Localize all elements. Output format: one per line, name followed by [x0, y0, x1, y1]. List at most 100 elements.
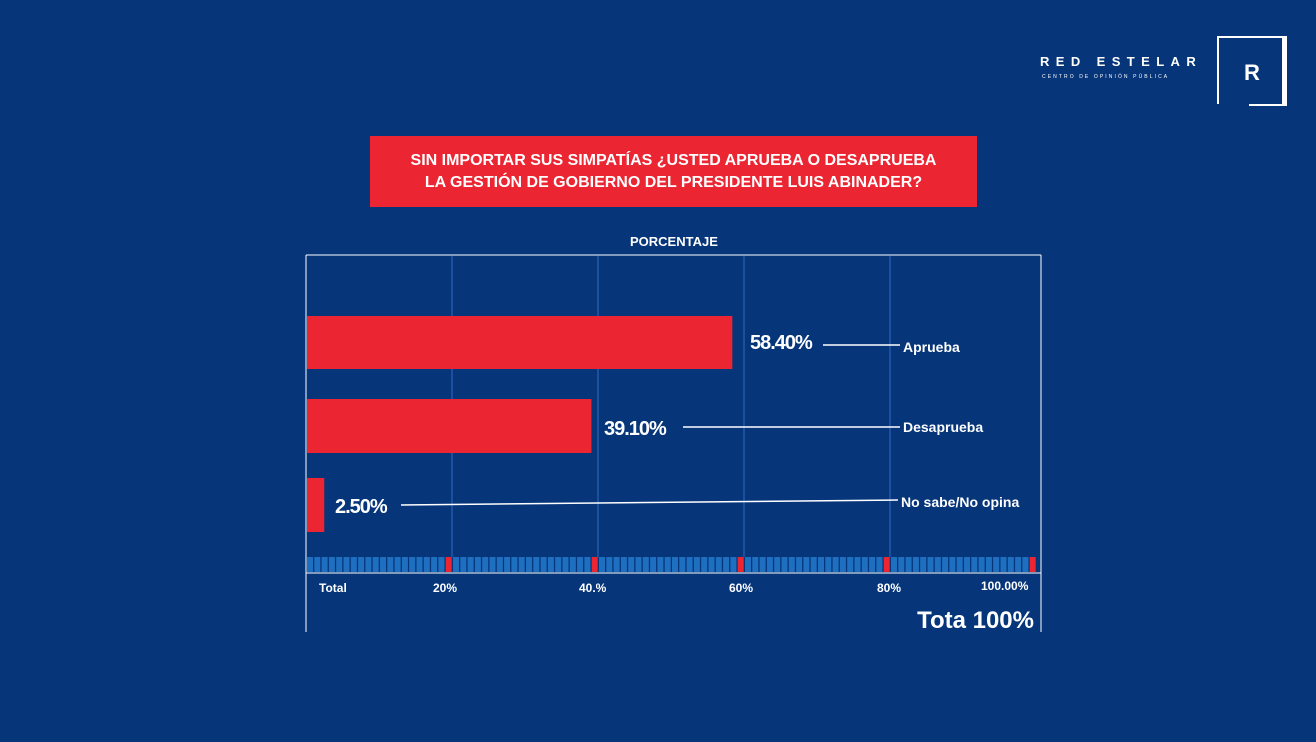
scale-segment-66	[781, 557, 788, 572]
scale-segment-11	[380, 557, 386, 572]
scale-segment-90	[956, 557, 963, 572]
scale-segment-69	[803, 557, 810, 572]
leader-lines	[400, 344, 900, 506]
scale-segment-38	[577, 557, 584, 572]
scale-segment-98	[1015, 557, 1022, 572]
brand-frame-bottom	[1249, 104, 1287, 106]
value-label-no-sabe: 2.50%	[335, 496, 388, 518]
scale-segment-85	[920, 557, 927, 572]
scale-strip	[307, 557, 1036, 572]
scale-segment-74	[839, 557, 846, 572]
scale-segment-5	[336, 557, 343, 572]
scale-segment-20	[445, 557, 452, 572]
scale-segment-44	[620, 557, 627, 572]
scale-segment-26	[489, 557, 496, 572]
scale-segment-62	[752, 557, 759, 572]
question-line-2: LA GESTIÓN DE GOBIERNO DEL PRESIDENTE LU…	[424, 173, 923, 191]
scale-segment-57	[715, 557, 722, 572]
scale-segment-35	[555, 557, 562, 572]
scale-segment-54	[693, 557, 700, 572]
brand-name: RED ESTELAR	[1040, 54, 1203, 69]
brand-mark: R	[1244, 60, 1260, 85]
scale-segment-40	[591, 557, 598, 572]
scale-segment-72	[825, 557, 832, 572]
tick-label-80: 80%	[877, 581, 901, 595]
scale-segment-84	[912, 557, 919, 572]
scale-segment-53	[686, 557, 693, 572]
scale-segment-45	[628, 557, 635, 572]
scale-segment-93	[978, 557, 985, 572]
scale-segment-82	[898, 557, 905, 572]
scale-segment-21	[453, 557, 459, 572]
value-label-desaprueba: 39.10%	[604, 418, 667, 440]
question-banner: SIN IMPORTAR SUS SIMPATÍAS ¿USTED APRUEB…	[370, 136, 977, 207]
scale-segment-68	[796, 557, 803, 572]
scale-segment-18	[431, 557, 438, 572]
scale-segment-10	[372, 557, 379, 572]
scale-segment-65	[774, 557, 781, 572]
scale-segment-9	[365, 557, 372, 572]
scale-segment-52	[679, 557, 686, 572]
scale-segment-97	[1007, 557, 1014, 572]
tick-label-20: 20%	[433, 581, 457, 595]
category-label-aprueba: Aprueba	[903, 339, 960, 355]
scale-segment-39	[584, 557, 591, 572]
scale-segment-17	[423, 557, 430, 572]
category-label-no-sabe: No sabe/No opina	[901, 494, 1019, 510]
scale-segment-36	[562, 557, 569, 572]
scale-segment-63	[759, 557, 766, 572]
scale-segment-88	[942, 557, 949, 572]
scale-segment-81	[891, 557, 897, 572]
scale-segment-64	[766, 557, 773, 572]
scale-segment-56	[708, 557, 715, 572]
scale-segment-75	[847, 557, 854, 572]
brand-frame-right	[1284, 36, 1287, 106]
scale-segment-94	[985, 557, 992, 572]
tick-label-40: 40.%	[579, 581, 607, 595]
scale-segment-16	[416, 557, 423, 572]
scale-segment-61	[745, 557, 751, 572]
scale-segment-48	[650, 557, 657, 572]
tick-label-total: Total	[319, 581, 347, 595]
scale-segment-71	[818, 557, 824, 572]
scale-segment-42	[606, 557, 613, 572]
scale-segment-76	[854, 557, 861, 572]
scale-segment-49	[657, 557, 664, 572]
scale-segment-32	[533, 557, 540, 572]
scale-segment-51	[672, 557, 678, 572]
leader-line-3	[400, 499, 899, 506]
chart-subtitle: PORCENTAJE	[630, 234, 718, 249]
scale-segment-29	[511, 557, 518, 572]
tick-label-100: 100.00%	[981, 579, 1029, 593]
scale-segment-46	[635, 557, 642, 572]
scale-segment-31	[526, 557, 532, 572]
scale-segment-60	[737, 557, 744, 572]
scale-segment-95	[993, 557, 1000, 572]
scale-segment-79	[876, 557, 883, 572]
scale-segment-14	[401, 557, 408, 572]
scale-segment-99	[1022, 557, 1029, 572]
scale-segment-50	[664, 557, 671, 572]
tick-label-60: 60%	[729, 581, 753, 595]
scale-segment-6	[343, 557, 350, 572]
scale-segment-55	[701, 557, 708, 572]
scale-segment-28	[504, 557, 511, 572]
scale-segment-30	[518, 557, 525, 572]
scale-segment-22	[460, 557, 467, 572]
scale-segment-3	[321, 557, 328, 572]
scale-segment-70	[810, 557, 817, 572]
scale-segment-23	[467, 557, 474, 572]
scale-segment-34	[547, 557, 554, 572]
scale-segment-89	[949, 557, 956, 572]
brand-tagline: CENTRO DE OPINIÓN PÚBLICA	[1042, 74, 1170, 80]
scale-segment-47	[642, 557, 649, 572]
scale-segment-2	[314, 557, 321, 572]
scale-segment-80	[883, 557, 890, 572]
scale-segment-1	[307, 557, 313, 572]
scale-segment-33	[540, 557, 547, 572]
question-line-1: SIN IMPORTAR SUS SIMPATÍAS ¿USTED APRUEB…	[410, 151, 937, 169]
scale-segment-19	[438, 557, 445, 572]
category-label-desaprueba: Desaprueba	[903, 419, 983, 435]
